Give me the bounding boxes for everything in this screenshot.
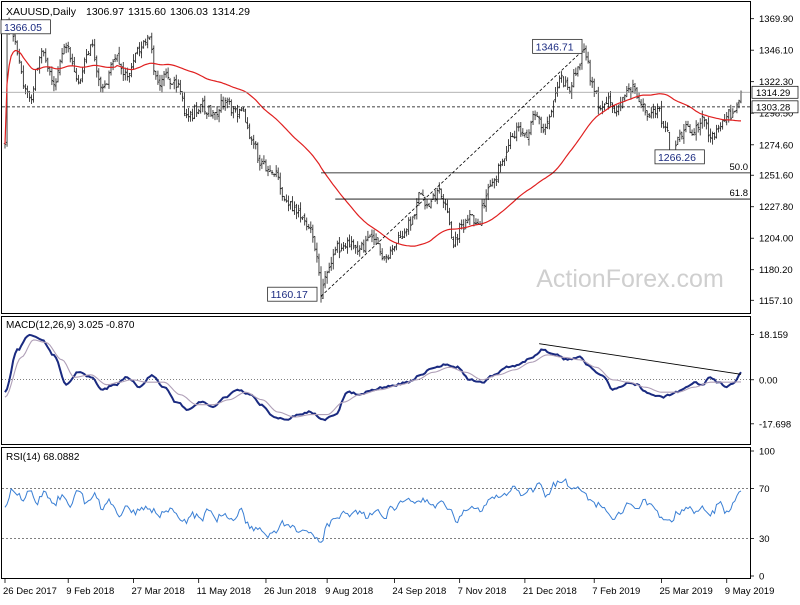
macd-y-tick-label: 18.159: [759, 330, 788, 341]
price-panel-title: XAUUSD,Daily: [6, 6, 77, 18]
annotation-label: 1346.71: [536, 41, 574, 53]
x-axis-tick-label: 25 Mar 2019: [659, 586, 712, 597]
price-y-tick-label: 1227.80: [759, 202, 793, 213]
x-axis-tick-label: 9 May 2019: [725, 586, 775, 597]
macd-line: [4, 333, 742, 422]
macd-y-tick-label: -17.698: [759, 419, 791, 430]
annotation-label: 1266.26: [658, 152, 696, 164]
rsi-line: [4, 478, 742, 543]
price-y-tick-label: 1346.10: [759, 46, 793, 57]
rsi-panel: [1, 447, 751, 579]
x-axis-tick-label: 9 Aug 2018: [325, 586, 373, 597]
price-y-tick-label: 1251.60: [759, 171, 793, 182]
x-axis-tick-label: 27 Mar 2018: [131, 586, 184, 597]
fibonacci-label: 61.8: [730, 188, 749, 199]
rsi-y-tick-label: 30: [759, 534, 770, 545]
price-y-tick-label: 1274.60: [759, 140, 793, 151]
x-axis-tick-label: 26 Jun 2018: [264, 586, 316, 597]
watermark: ActionForex.com: [536, 265, 724, 293]
moving-average-line: [4, 49, 741, 247]
rsi-y-tick-label: 100: [759, 447, 775, 458]
price-y-tick-label: 1157.10: [759, 296, 793, 307]
annotation-label: 1366.05: [4, 22, 42, 34]
macd-panel: [1, 316, 751, 445]
last-price-tag: [751, 85, 799, 99]
rsi-y-tick-label: 0: [759, 572, 764, 583]
x-axis-tick-label: 21 Dec 2018: [523, 586, 577, 597]
x-axis-tick-label: 24 Sep 2018: [392, 586, 446, 597]
macd-signal-line: [4, 339, 741, 418]
rsi-y-tick-label: 70: [759, 484, 770, 495]
support-price-tag-label: 1303.28: [756, 102, 790, 113]
price-y-tick-label: 1204.00: [759, 234, 793, 245]
x-axis-tick-label: 7 Feb 2019: [592, 586, 640, 597]
annotation-box: [532, 38, 583, 54]
last-price-tag-label: 1314.29: [756, 88, 790, 99]
macd-trend-line: [539, 343, 742, 375]
x-axis-tick-label: 9 Feb 2018: [66, 586, 114, 597]
macd-y-tick-label: 0.00: [759, 375, 778, 386]
price-y-tick-label: 1298.50: [759, 109, 793, 120]
annotation-label: 1160.17: [271, 289, 308, 301]
annotation-box: [654, 149, 705, 165]
ohlc-low: 1306.03: [170, 6, 208, 18]
rsi-panel-title: RSI(14) 68.0882: [6, 452, 80, 463]
price-panel: [1, 1, 751, 314]
macd-panel-title: MACD(12,26,9) 3.025 -0.870: [6, 320, 135, 331]
ohlc-close: 1314.29: [212, 6, 250, 18]
x-axis-tick-label: 11 May 2018: [197, 586, 251, 597]
ohlc-open: 1306.97: [86, 6, 124, 18]
annotation-box: [267, 286, 318, 302]
price-y-tick-label: 1369.90: [759, 14, 793, 25]
trend-line: [320, 49, 585, 297]
fibonacci-label: 50.0: [730, 162, 749, 173]
x-axis-tick-label: 26 Dec 2017: [3, 586, 57, 597]
price-y-tick-label: 1180.20: [759, 265, 793, 276]
x-axis-tick-label: 7 Nov 2018: [458, 586, 507, 597]
support-price-tag: [751, 100, 799, 114]
ohlc-high: 1315.60: [128, 6, 166, 18]
price-y-tick-label: 1322.30: [759, 77, 793, 88]
annotation-box: [0, 19, 51, 35]
